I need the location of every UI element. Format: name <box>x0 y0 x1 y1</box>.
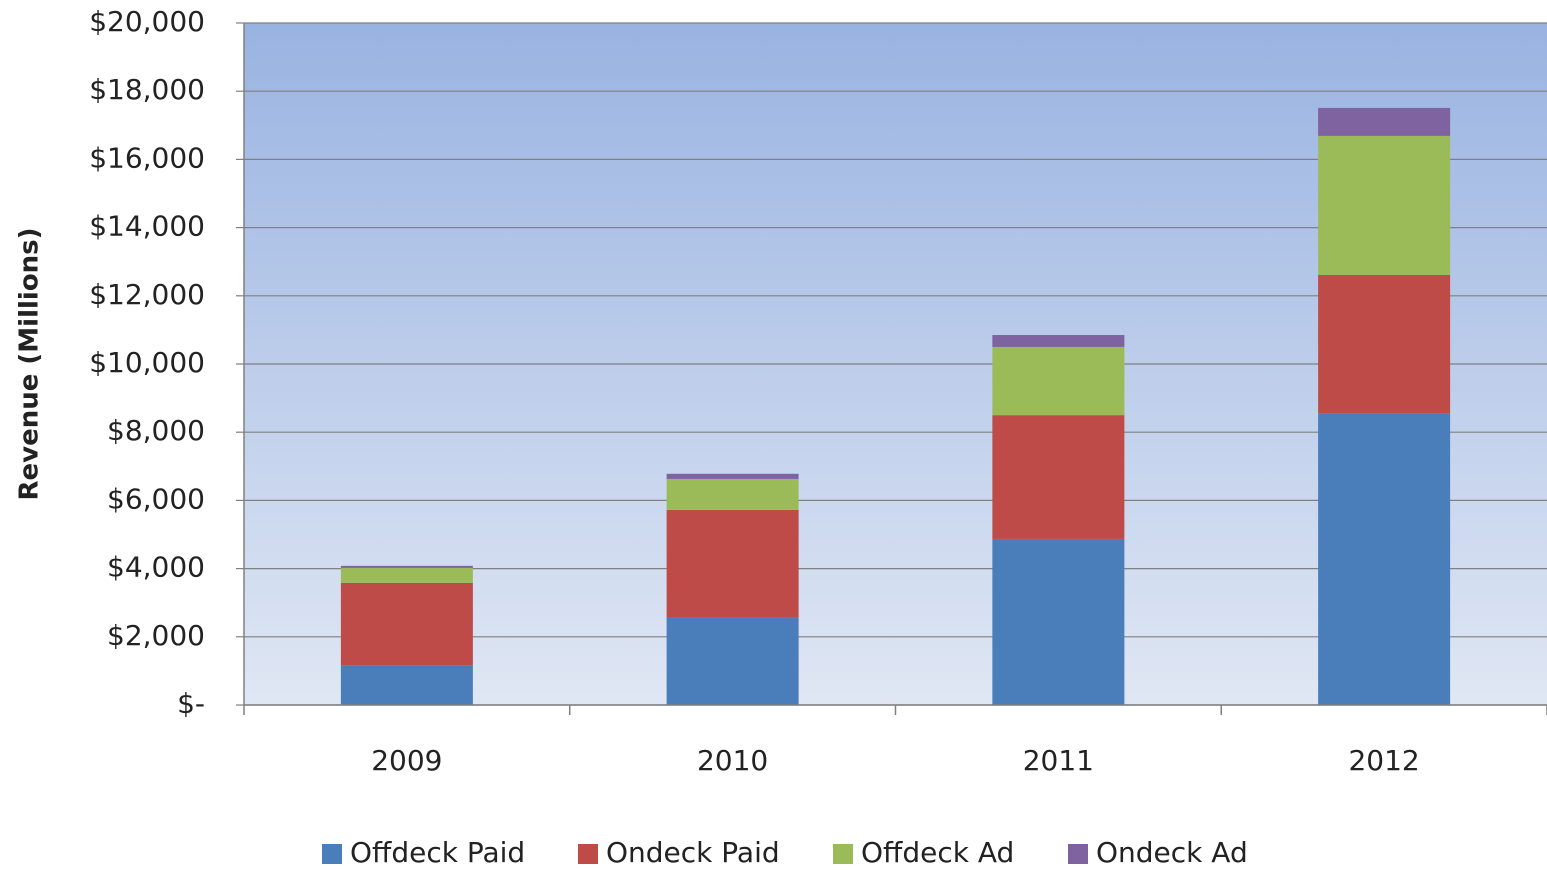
x-tick-label: 2009 <box>371 744 442 777</box>
legend-swatch <box>322 844 342 864</box>
legend-swatch <box>833 844 853 864</box>
bar-segment <box>666 509 799 618</box>
bar-segment <box>340 567 473 583</box>
bar-segment <box>992 415 1125 539</box>
y-tick-label: $2,000 <box>107 619 205 652</box>
legend-swatch <box>1068 844 1088 864</box>
bar-segment <box>340 582 473 666</box>
bar-segment <box>1318 413 1451 705</box>
bar-segment <box>1318 107 1451 136</box>
y-axis-title: Revenue (Millions) <box>15 227 45 500</box>
y-tick-label: $6,000 <box>107 482 205 515</box>
bar-segment <box>1318 274 1451 414</box>
bar-segment <box>340 565 473 568</box>
y-tick-label: $10,000 <box>89 346 205 379</box>
y-tick-label: $- <box>177 687 205 720</box>
bar-segment <box>340 665 473 705</box>
bar-segment <box>666 473 799 479</box>
bar-segment <box>666 478 799 510</box>
x-tick-label: 2011 <box>1023 744 1094 777</box>
y-tick-label: $16,000 <box>89 141 205 174</box>
x-tick-label: 2012 <box>1348 744 1419 777</box>
bar-segment <box>992 346 1125 416</box>
y-tick-label: $4,000 <box>107 551 205 584</box>
y-tick-label: $14,000 <box>89 210 205 243</box>
legend-label: Ondeck Paid <box>606 836 780 869</box>
y-tick-label: $18,000 <box>89 73 205 106</box>
y-tick-label: $8,000 <box>107 414 205 447</box>
bar-segment <box>1318 135 1451 275</box>
bar-segment <box>992 335 1125 347</box>
y-tick-label: $12,000 <box>89 278 205 311</box>
legend-label: Offdeck Ad <box>861 836 1014 869</box>
legend-label: Offdeck Paid <box>350 836 525 869</box>
y-tick-label: $20,000 <box>89 5 205 38</box>
x-tick-label: 2010 <box>697 744 768 777</box>
legend-swatch <box>578 844 598 864</box>
bar-segment <box>666 617 799 705</box>
legend-label: Ondeck Ad <box>1096 836 1248 869</box>
bar-segment <box>992 538 1125 705</box>
